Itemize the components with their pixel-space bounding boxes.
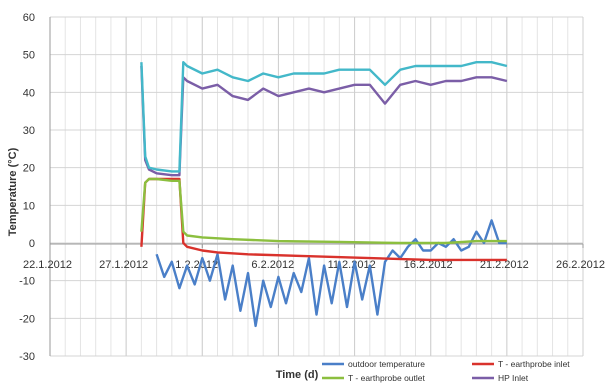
series-lines xyxy=(140,61,508,328)
x-tick-label: 6.2.2012 xyxy=(251,259,294,271)
x-tick-label: 1.2.2012 xyxy=(175,259,218,271)
legend-label: HP Inlet xyxy=(498,373,529,383)
y-tick-label: 60 xyxy=(23,12,35,24)
x-tick-label: 22.1.2012 xyxy=(23,259,72,271)
y-tick-label: -30 xyxy=(19,351,35,363)
y-tick-label: -10 xyxy=(19,276,35,288)
y-tick-label: 0 xyxy=(29,238,35,250)
legend-item: HP Inlet xyxy=(472,373,529,383)
legend-label: outdoor temperature xyxy=(348,359,425,369)
x-tick-label: 16.2.2012 xyxy=(404,259,453,271)
legend-item: outdoor temperature xyxy=(322,359,425,369)
series-line-4 xyxy=(140,65,508,177)
y-tick-label: 40 xyxy=(23,87,35,99)
axes xyxy=(49,17,584,356)
grid-lines xyxy=(49,16,584,357)
y-axis-title: Temperature (°C) xyxy=(7,147,19,236)
tick-labels: 60 50 40 30 20 10 0 -10 -20 -30 22.1.2012 27.1.2012… xyxy=(19,12,605,363)
legend-item: T - earthprobe outlet xyxy=(322,373,425,383)
series-line-5 xyxy=(140,61,508,173)
legend-item: T - earthprobe inlet xyxy=(472,359,570,369)
legend-label: T - earthprobe inlet xyxy=(498,359,570,369)
legend: outdoor temperature T - earthprobe inlet T… xyxy=(322,359,570,383)
x-tick-label: 26.2.2012 xyxy=(556,259,605,271)
y-tick-label: 10 xyxy=(23,200,35,212)
y-tick-label: 20 xyxy=(23,163,35,175)
y-tick-label: 30 xyxy=(23,125,35,137)
y-tick-label: -20 xyxy=(19,313,35,325)
legend-label: T - earthprobe outlet xyxy=(348,373,425,383)
series-line-1 xyxy=(155,219,507,328)
series-line-3 xyxy=(140,177,507,245)
y-tick-label: 50 xyxy=(23,50,35,62)
x-tick-label: 27.1.2012 xyxy=(99,259,148,271)
x-axis-title: Time (d) xyxy=(276,369,319,381)
x-tick-label: 21.2.2012 xyxy=(480,259,529,271)
